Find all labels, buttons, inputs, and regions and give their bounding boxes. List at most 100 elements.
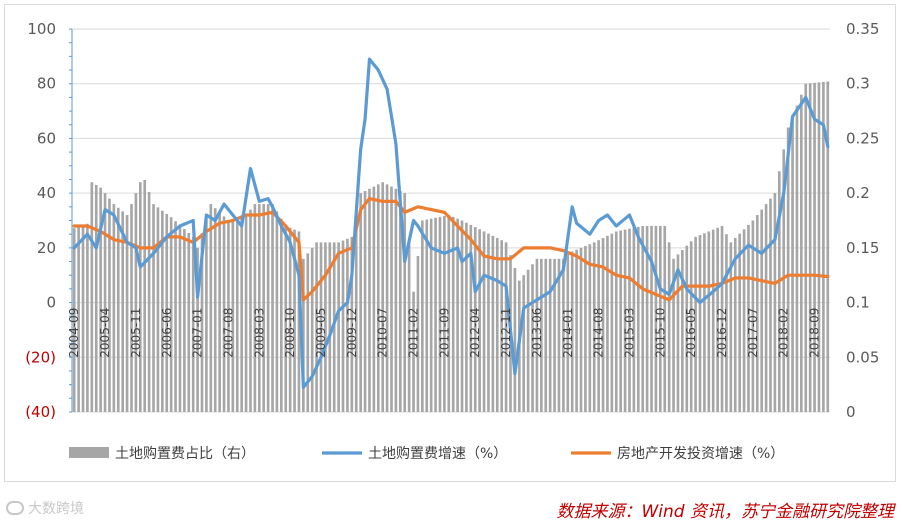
right-axis-tick-label: 0.1 xyxy=(846,294,870,312)
bar xyxy=(222,216,226,412)
x-axis-tick-label: 2007-01 xyxy=(191,308,205,358)
bar xyxy=(592,242,596,412)
left-axis-tick-label: 100 xyxy=(27,20,56,38)
bar xyxy=(412,291,415,412)
bar xyxy=(711,229,715,412)
bar xyxy=(813,82,816,412)
bar xyxy=(817,82,821,413)
bar xyxy=(138,182,142,412)
x-axis-tick-label: 2016-12 xyxy=(715,308,729,358)
bar xyxy=(698,235,702,412)
bar xyxy=(703,233,706,412)
right-axis-tick-label: 0.05 xyxy=(846,348,879,366)
x-axis-tick-label: 2011-09 xyxy=(437,308,451,358)
x-axis-tick-label: 2012-11 xyxy=(499,308,513,358)
x-axis-tick-label: 2018-02 xyxy=(777,308,791,358)
bar xyxy=(103,193,107,412)
bar xyxy=(456,218,459,412)
bar xyxy=(385,184,389,412)
bar xyxy=(544,258,548,412)
bar xyxy=(368,188,371,412)
bar xyxy=(434,217,437,412)
right-axis-tick-label: 0.25 xyxy=(846,129,879,147)
bar xyxy=(795,105,799,412)
bar xyxy=(716,227,719,412)
x-axis-tick-label: 2008-03 xyxy=(252,308,266,358)
bar xyxy=(315,242,318,412)
bar xyxy=(689,241,693,412)
bar xyxy=(676,254,680,412)
bar xyxy=(460,220,464,412)
bar xyxy=(685,245,689,412)
left-axis-tick-label: 0 xyxy=(46,294,56,312)
bar xyxy=(553,258,556,412)
bar xyxy=(606,235,609,412)
bar xyxy=(319,242,323,412)
bar xyxy=(116,207,120,412)
line-series xyxy=(72,57,830,389)
bar xyxy=(619,230,622,412)
left-axis-tick-label: 80 xyxy=(37,75,56,93)
x-axis-tick-label: 2011-02 xyxy=(407,308,421,358)
bar xyxy=(205,218,208,412)
bar xyxy=(738,233,741,412)
bar xyxy=(108,198,111,412)
combo-chart: (40) (20) 0 20 40 60 80 100 0 0.05 0.1 0.15 0.2 0.25… xyxy=(25,20,879,462)
bar xyxy=(86,223,89,412)
bar xyxy=(504,242,508,412)
bar xyxy=(495,238,499,412)
bar xyxy=(328,242,332,412)
bar xyxy=(416,256,420,412)
bar xyxy=(636,226,640,412)
bar xyxy=(359,193,362,412)
bar xyxy=(725,234,728,412)
bar xyxy=(623,229,627,412)
bar xyxy=(566,253,570,412)
x-axis-tick-label: 2004-09 xyxy=(67,308,81,358)
bar xyxy=(266,204,270,412)
bar xyxy=(165,213,169,412)
bar xyxy=(288,227,292,412)
bar xyxy=(522,275,526,412)
bar xyxy=(747,224,750,412)
x-axis-tick-label: 2012-04 xyxy=(468,308,482,358)
bar xyxy=(575,249,578,412)
bar xyxy=(782,149,786,412)
bar xyxy=(143,180,147,412)
bar xyxy=(94,184,98,412)
bar xyxy=(614,231,618,412)
x-axis-tick-label: 2005-11 xyxy=(129,308,143,358)
bar xyxy=(381,182,385,412)
bar xyxy=(760,209,764,412)
bar xyxy=(579,247,583,412)
bar xyxy=(77,226,80,412)
left-axis: (40) (20) 0 20 40 60 80 100 xyxy=(25,20,56,421)
right-axis-tick-label: 0.15 xyxy=(846,239,879,257)
bar xyxy=(174,221,177,412)
bar xyxy=(249,209,252,412)
bar xyxy=(791,116,794,412)
bar xyxy=(306,253,310,412)
bar xyxy=(337,242,340,412)
bar xyxy=(191,236,195,412)
x-axis-tick-label: 2009-12 xyxy=(345,308,359,358)
bar xyxy=(659,225,662,412)
bar xyxy=(112,204,116,412)
bar xyxy=(209,204,213,412)
bar xyxy=(293,229,296,412)
bar xyxy=(244,215,248,412)
bar xyxy=(324,242,327,412)
bar xyxy=(654,225,658,412)
bar xyxy=(354,215,358,412)
watermark: 大数跨境 xyxy=(6,498,84,518)
bar xyxy=(200,233,204,412)
left-axis-tick-label: (20) xyxy=(25,348,56,366)
bar xyxy=(218,212,221,412)
bar xyxy=(169,217,173,412)
bar xyxy=(443,215,446,412)
bar xyxy=(390,186,393,412)
bar xyxy=(280,218,283,412)
bar xyxy=(399,190,402,412)
x-axis-tick-label: 2008-10 xyxy=(283,308,297,358)
bar xyxy=(284,225,288,412)
